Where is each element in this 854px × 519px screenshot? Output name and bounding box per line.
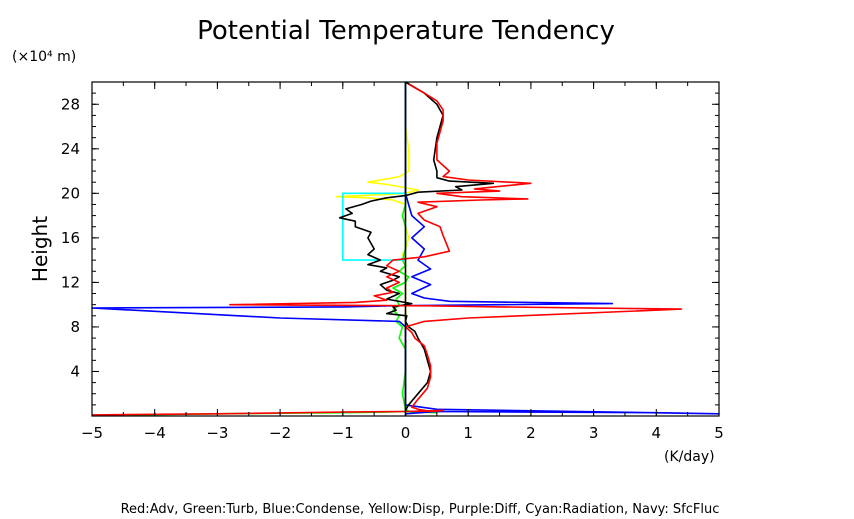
- series-line-5: [91, 83, 683, 416]
- x-axis-unit: (K/day): [664, 449, 715, 465]
- y-tick-label: 16: [61, 229, 80, 247]
- x-tick-label: 2: [526, 424, 536, 442]
- chart-title: Potential Temperature Tendency: [197, 16, 615, 46]
- y-tick-label: 28: [61, 95, 80, 113]
- series-line-4: [338, 81, 495, 411]
- y-axis-label: Height: [28, 216, 52, 282]
- series-line-3: [91, 82, 720, 415]
- x-tick-label: 4: [652, 424, 662, 442]
- x-tick-label: −3: [206, 424, 228, 442]
- series-line-2: [342, 192, 406, 261]
- y-axis-unit: (×10⁴ m): [12, 49, 76, 65]
- x-tick-label: −5: [81, 424, 103, 442]
- x-tick-label: 0: [401, 424, 411, 442]
- x-tick-label: 5: [714, 424, 724, 442]
- x-tick-label: −1: [332, 424, 354, 442]
- y-tick-label: 8: [70, 318, 80, 336]
- series-layer: [91, 81, 720, 416]
- y-tick-label: 4: [70, 362, 80, 380]
- x-tick-label: 1: [463, 424, 473, 442]
- legend-text: Red:Adv, Green:Turb, Blue:Condense, Yell…: [121, 502, 720, 517]
- x-tick-label: −2: [269, 424, 291, 442]
- y-tick-label: 12: [61, 273, 80, 291]
- x-tick-label: −4: [144, 424, 166, 442]
- y-tick-label: 24: [61, 140, 80, 158]
- x-tick-label: 3: [589, 424, 599, 442]
- y-tick-label: 20: [61, 184, 80, 202]
- series-line-1: [129, 82, 438, 416]
